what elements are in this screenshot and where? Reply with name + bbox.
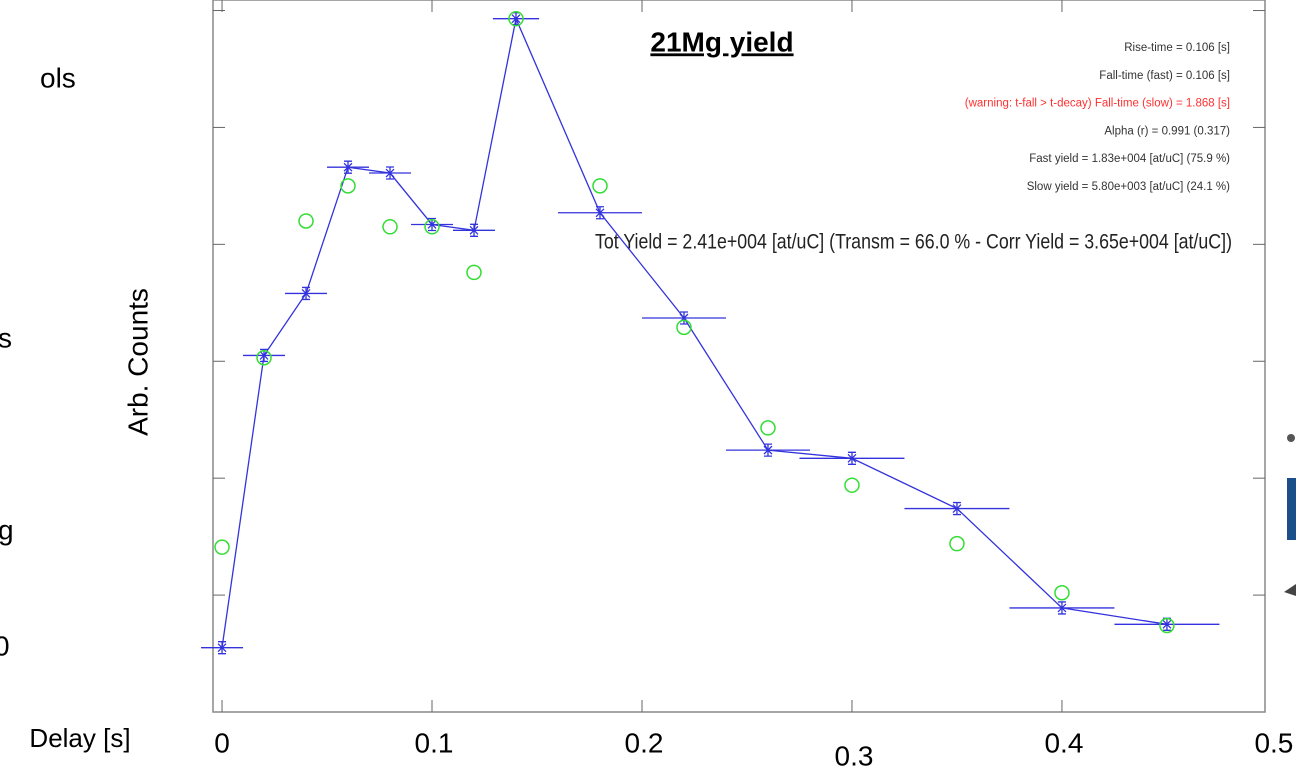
data-point xyxy=(343,160,353,174)
x-tick-label: 0.3 xyxy=(835,740,874,771)
fit-point xyxy=(949,535,965,552)
fit-point xyxy=(1054,584,1070,601)
fit-point xyxy=(760,420,776,436)
fit-point xyxy=(508,10,524,27)
fit-point xyxy=(340,178,356,194)
data-point xyxy=(301,286,311,301)
fit-point xyxy=(466,264,482,281)
side-text: ols xyxy=(40,62,76,93)
fit-point xyxy=(592,178,608,194)
x-tick-label: 0 xyxy=(214,727,230,758)
side-image xyxy=(1284,434,1296,596)
fit-annotation: Fall-time (fast) = 0.106 [s] xyxy=(1099,70,1230,82)
data-point xyxy=(469,223,479,237)
fit-point xyxy=(676,319,692,336)
fit-point xyxy=(256,350,272,366)
x-tick-label: 0.1 xyxy=(415,727,454,758)
fit-point xyxy=(424,219,440,235)
data-point xyxy=(847,451,857,465)
side-text: g xyxy=(0,514,14,545)
data-point xyxy=(385,166,395,180)
fit-point xyxy=(844,477,860,493)
side-text: s xyxy=(0,322,12,353)
fit-annotation: (warning: t-fall > t-decay) Fall-time (s… xyxy=(965,98,1230,110)
fit-annotation: Slow yield = 5.80e+003 [at/uC] (24.1 %) xyxy=(1027,181,1230,193)
data-point xyxy=(952,501,962,516)
fit-point xyxy=(382,219,398,235)
data-point xyxy=(763,443,773,457)
data-point xyxy=(511,12,521,26)
fit-annotation: Fast yield = 1.83e+004 [at/uC] (75.9 %) xyxy=(1029,153,1230,165)
fit-annotation: Rise-time = 0.106 [s] xyxy=(1124,42,1230,54)
side-text: 0 xyxy=(0,630,10,661)
data-point xyxy=(427,217,437,232)
x-tick-label: 0.5 xyxy=(1254,727,1293,758)
x-tick-label: 0.4 xyxy=(1044,727,1083,758)
data-point xyxy=(217,641,227,655)
data-point xyxy=(259,348,269,363)
chart-title: 21Mg yield xyxy=(650,26,793,57)
fit-point xyxy=(298,213,314,229)
fit-point xyxy=(1159,617,1175,634)
fit-annotation: Alpha (r) = 0.991 (0.317) xyxy=(1104,125,1230,137)
x-tick-label: 0.2 xyxy=(625,727,664,758)
x-axis-label: Delay [s] xyxy=(29,723,130,753)
fit-point xyxy=(214,539,230,555)
data-point xyxy=(1057,601,1067,615)
y-axis-label: Arb. Counts xyxy=(122,288,153,436)
total-yield: Tot Yield = 2.41e+004 [at/uC] (Transm = … xyxy=(595,231,1232,254)
data-point xyxy=(595,206,605,220)
data-point xyxy=(679,311,689,325)
plot-frame xyxy=(212,0,1266,713)
